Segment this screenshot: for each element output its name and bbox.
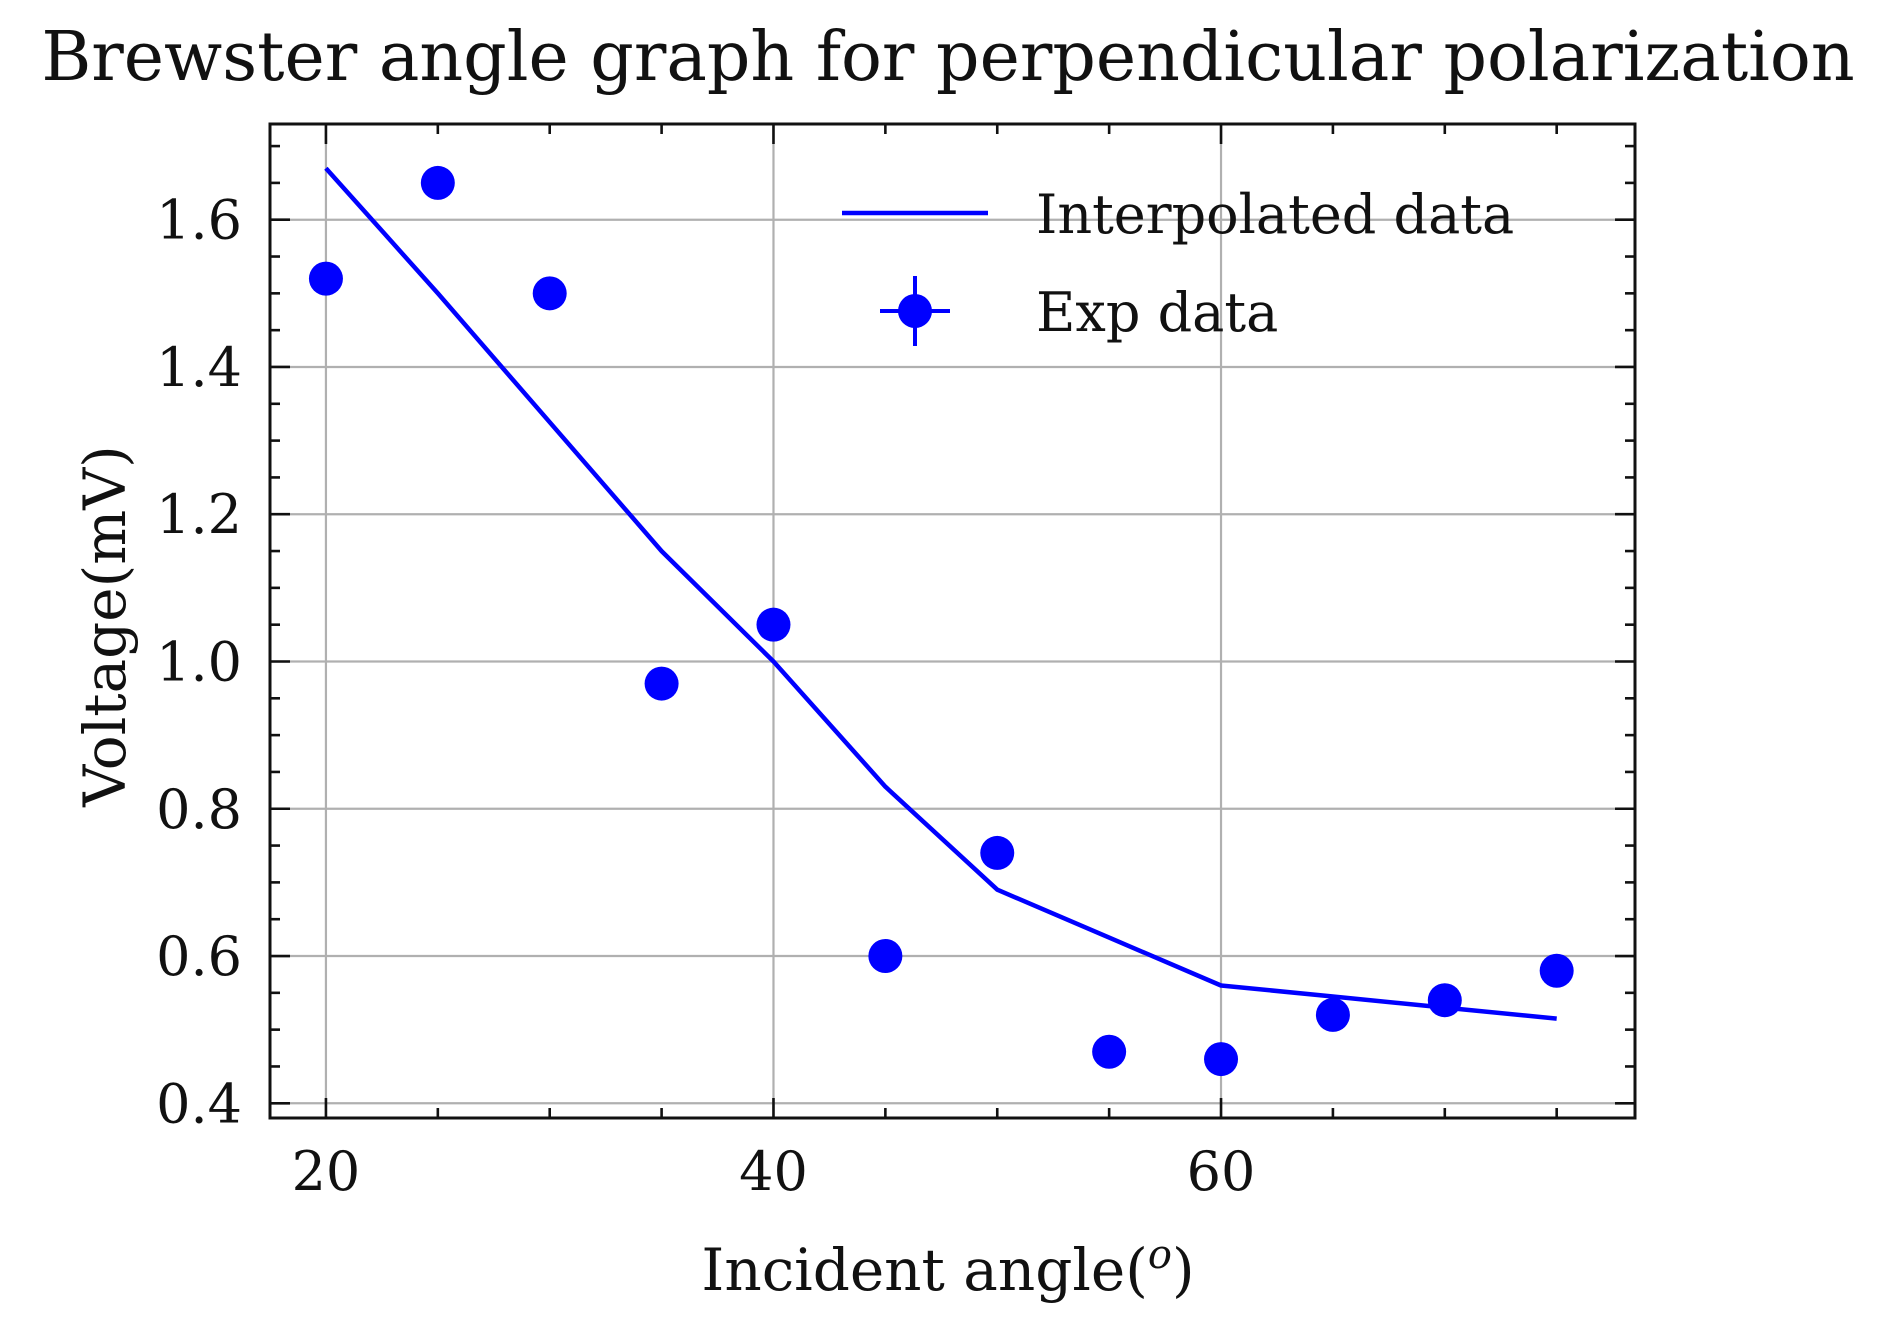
x-tick-label: 40: [739, 1140, 808, 1203]
legend-label-exp: Exp data: [1036, 281, 1278, 344]
tick-labels: 20 40 60 0.4 0.6 0.8 1.0 1.2 1.4 1.6: [156, 189, 1255, 1203]
exp-data-point: [1539, 953, 1574, 988]
exp-data-point: [308, 261, 343, 296]
y-tick-label: 0.8: [156, 778, 242, 841]
exp-data-series: [308, 165, 1574, 1077]
axis-ticks: [270, 124, 1635, 1118]
exp-data-point: [1092, 1034, 1127, 1069]
x-tick-label: 60: [1187, 1140, 1256, 1203]
exp-data-point: [980, 835, 1015, 870]
exp-data-point: [532, 276, 567, 311]
grid: [270, 124, 1635, 1118]
y-tick-label: 0.6: [156, 925, 242, 988]
x-tick-label: 20: [292, 1140, 361, 1203]
y-tick-label: 1.0: [156, 630, 242, 693]
legend-marker-swatch: [898, 294, 932, 328]
exp-data-point: [868, 939, 903, 974]
y-tick-label: 1.4: [156, 336, 242, 399]
exp-data-point: [644, 666, 679, 701]
legend-label-interpolated: Interpolated data: [1036, 183, 1514, 246]
chart-title: Brewster angle graph for perpendicular p…: [41, 18, 1854, 97]
plot-frame: [268, 122, 1637, 1120]
y-tick-label: 0.4: [156, 1072, 242, 1135]
y-axis-label: Voltage(mV): [71, 445, 139, 808]
exp-data-point: [756, 607, 791, 642]
exp-data-point: [1204, 1042, 1239, 1077]
y-tick-label: 1.2: [156, 483, 242, 546]
legend: Interpolated data Exp data: [842, 183, 1514, 346]
x-axis-label: Incident angle(o): [701, 1232, 1194, 1304]
exp-data-point: [1315, 997, 1350, 1032]
exp-data-point: [1427, 983, 1462, 1018]
interpolated-series: [324, 166, 1557, 1021]
y-tick-label: 1.6: [156, 189, 242, 252]
exp-data-point: [420, 165, 455, 200]
interpolated-data-line: [324, 166, 1557, 1021]
